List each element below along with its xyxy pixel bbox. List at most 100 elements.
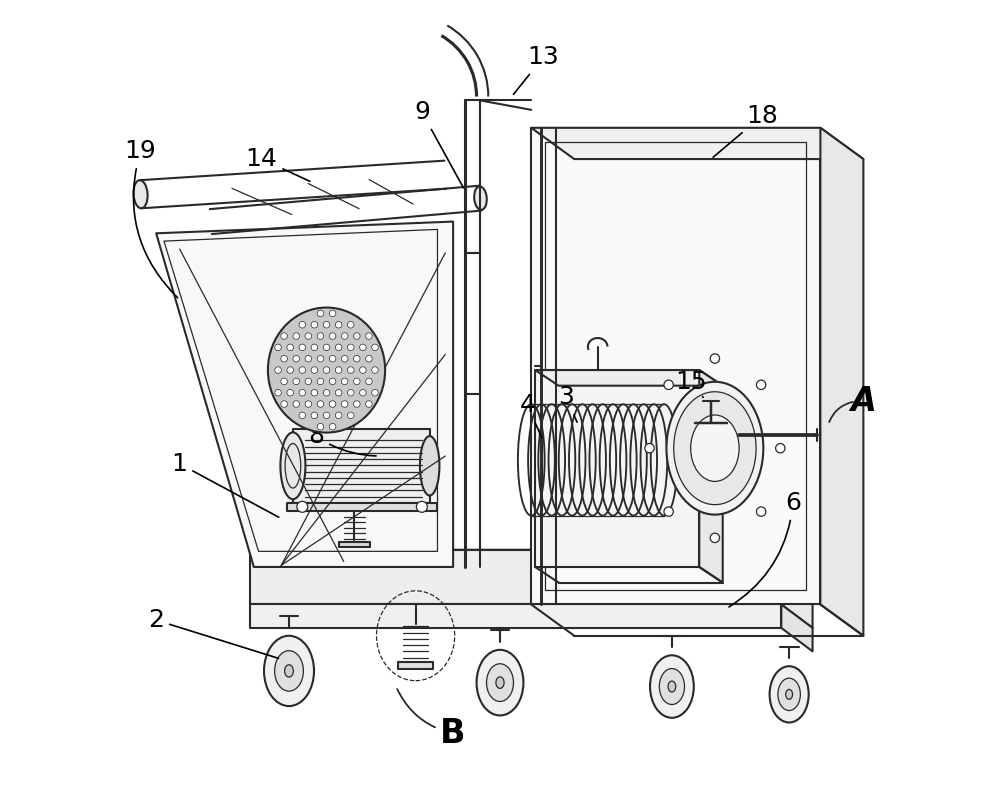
Circle shape (347, 412, 354, 419)
Circle shape (299, 367, 306, 373)
Circle shape (360, 344, 366, 351)
Text: 3: 3 (558, 386, 577, 422)
Ellipse shape (264, 636, 314, 706)
Circle shape (311, 321, 318, 328)
Polygon shape (781, 550, 813, 628)
Ellipse shape (786, 689, 793, 700)
Circle shape (776, 444, 785, 453)
Circle shape (360, 367, 366, 373)
Circle shape (287, 367, 293, 373)
Ellipse shape (420, 436, 439, 496)
Polygon shape (531, 127, 820, 604)
Text: A: A (850, 385, 876, 418)
Circle shape (354, 378, 360, 385)
Ellipse shape (659, 669, 684, 704)
Circle shape (372, 390, 378, 396)
Circle shape (293, 378, 300, 385)
Circle shape (311, 367, 318, 373)
Circle shape (329, 310, 336, 316)
Circle shape (372, 344, 378, 351)
Circle shape (354, 333, 360, 339)
Circle shape (305, 378, 312, 385)
Ellipse shape (496, 677, 504, 689)
Circle shape (756, 507, 766, 516)
Circle shape (329, 333, 336, 339)
Circle shape (341, 333, 348, 339)
Circle shape (323, 412, 330, 419)
Ellipse shape (674, 392, 756, 504)
Circle shape (710, 533, 720, 542)
Circle shape (305, 401, 312, 408)
Circle shape (317, 401, 324, 408)
Ellipse shape (666, 382, 763, 515)
Circle shape (299, 390, 306, 396)
Circle shape (281, 333, 287, 339)
Circle shape (366, 401, 372, 408)
Ellipse shape (668, 681, 676, 692)
Circle shape (275, 390, 281, 396)
Polygon shape (531, 127, 863, 159)
Circle shape (305, 356, 312, 362)
Ellipse shape (477, 650, 523, 715)
Circle shape (341, 378, 348, 385)
Circle shape (372, 367, 378, 373)
Circle shape (293, 333, 300, 339)
Ellipse shape (778, 678, 800, 711)
Ellipse shape (133, 180, 148, 209)
Ellipse shape (280, 432, 305, 499)
Polygon shape (699, 370, 723, 582)
Text: 4: 4 (519, 394, 542, 438)
Polygon shape (250, 550, 781, 604)
Circle shape (317, 356, 324, 362)
Circle shape (664, 507, 673, 516)
Circle shape (323, 367, 330, 373)
Circle shape (347, 321, 354, 328)
Circle shape (329, 423, 336, 430)
Text: 2: 2 (148, 608, 279, 659)
Circle shape (347, 390, 354, 396)
Circle shape (305, 333, 312, 339)
Circle shape (366, 333, 372, 339)
Ellipse shape (487, 663, 513, 701)
Polygon shape (820, 127, 863, 636)
Circle shape (275, 367, 281, 373)
Ellipse shape (268, 308, 385, 433)
Circle shape (311, 412, 318, 419)
Circle shape (360, 390, 366, 396)
Text: 13: 13 (513, 46, 559, 94)
Text: 1: 1 (172, 452, 279, 517)
Polygon shape (781, 604, 813, 652)
Polygon shape (250, 604, 781, 628)
Text: 14: 14 (246, 147, 310, 181)
Text: 9: 9 (414, 100, 463, 188)
Circle shape (281, 378, 287, 385)
Circle shape (275, 344, 281, 351)
Text: 18: 18 (713, 104, 778, 157)
Polygon shape (535, 370, 699, 567)
Circle shape (287, 344, 293, 351)
Circle shape (323, 390, 330, 396)
Polygon shape (250, 550, 813, 573)
Circle shape (347, 367, 354, 373)
Circle shape (329, 378, 336, 385)
Polygon shape (293, 429, 430, 503)
Polygon shape (339, 542, 370, 548)
Circle shape (335, 321, 342, 328)
Polygon shape (535, 370, 723, 386)
Circle shape (341, 356, 348, 362)
Circle shape (341, 401, 348, 408)
Circle shape (416, 501, 427, 512)
Circle shape (299, 321, 306, 328)
Circle shape (329, 356, 336, 362)
Circle shape (347, 344, 354, 351)
Circle shape (645, 444, 654, 453)
Polygon shape (398, 663, 433, 669)
Ellipse shape (285, 665, 293, 677)
Circle shape (299, 344, 306, 351)
Circle shape (281, 356, 287, 362)
Circle shape (366, 378, 372, 385)
Circle shape (710, 354, 720, 364)
Ellipse shape (474, 187, 487, 210)
Circle shape (311, 390, 318, 396)
Circle shape (335, 367, 342, 373)
